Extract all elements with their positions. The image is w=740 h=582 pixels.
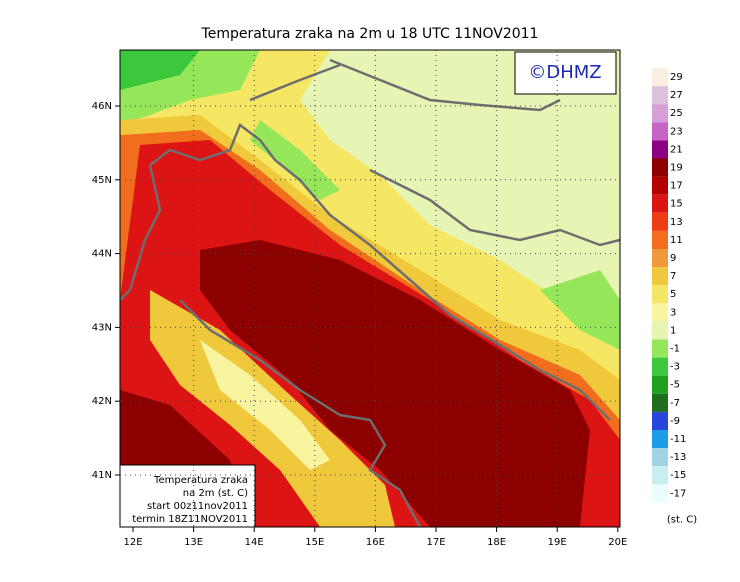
colorbar-label: -3 [670, 362, 680, 373]
colorbar-box [652, 430, 668, 449]
colorbar-label: 7 [670, 271, 676, 282]
y-label: 42N [92, 396, 112, 407]
y-label: 44N [92, 249, 112, 260]
colorbar-box [652, 393, 668, 412]
colorbar-box [652, 212, 668, 231]
colorbar-unit: (st. C) [667, 514, 697, 525]
colorbar-label: 29 [670, 72, 683, 83]
colorbar-label: 1 [670, 325, 676, 336]
y-label: 43N [92, 322, 112, 333]
colorbar-box [652, 448, 668, 467]
colorbar-label: 15 [670, 199, 683, 210]
colorbar-label: 9 [670, 253, 676, 264]
colorbar-label: -5 [670, 380, 680, 391]
colorbar-label: -15 [670, 470, 686, 481]
x-label: 20E [608, 537, 627, 548]
x-label: 18E [487, 537, 506, 548]
colorbar-label: -1 [670, 344, 680, 355]
colorbar-label: 3 [670, 307, 676, 318]
colorbar-box [652, 285, 668, 304]
colorbar-label: -11 [670, 434, 686, 445]
colorbar-box [652, 194, 668, 213]
colorbar-label: 21 [670, 144, 683, 155]
colorbar-box [652, 339, 668, 358]
colorbar-label: 13 [670, 217, 683, 228]
colorbar-label: 27 [670, 90, 683, 101]
colorbar-box [652, 321, 668, 340]
colorbar-label: 23 [670, 126, 683, 137]
y-label: 45N [92, 175, 112, 186]
colorbar-label: 19 [670, 163, 683, 174]
info-line: Temperatura zraka [153, 475, 248, 486]
colorbar-box [652, 140, 668, 159]
colorbar-box [652, 375, 668, 394]
x-label: 15E [305, 537, 324, 548]
x-label: 17E [426, 537, 445, 548]
colorbar-box [652, 267, 668, 286]
y-label: 46N [92, 101, 112, 112]
x-label: 19E [548, 537, 567, 548]
colorbar-box [652, 158, 668, 177]
colorbar-box [652, 303, 668, 322]
colorbar-box [652, 86, 668, 105]
title: Temperatura zraka na 2m u 18 UTC 11NOV20… [201, 26, 539, 42]
info-line: termin 18Z11NOV2011 [132, 514, 248, 525]
colorbar-box [652, 357, 668, 376]
temperature-field [120, 50, 620, 527]
colorbar-label: 25 [670, 108, 683, 119]
colorbar-label: 17 [670, 181, 683, 192]
colorbar-box [652, 176, 668, 195]
colorbar-box [652, 104, 668, 123]
x-label: 12E [123, 537, 142, 548]
info-line: start 00z11nov2011 [147, 501, 248, 512]
logo: ©DHMZ [528, 62, 601, 83]
colorbar-label: -17 [670, 488, 686, 499]
x-label: 16E [366, 537, 385, 548]
colorbar-label: -9 [670, 416, 680, 427]
colorbar-box [652, 249, 668, 268]
x-label: 13E [184, 537, 203, 548]
colorbar-label: 5 [670, 289, 676, 300]
colorbar-label: 11 [670, 235, 683, 246]
colorbar-box [652, 466, 668, 485]
y-label: 41N [92, 470, 112, 481]
colorbar-label: -7 [670, 398, 680, 409]
colorbar-box [652, 230, 668, 249]
info-line: na 2m (st. C) [183, 488, 248, 499]
colorbar-box [652, 68, 668, 87]
colorbar-box [652, 484, 668, 503]
colorbar-box [652, 411, 668, 430]
x-label: 14E [245, 537, 264, 548]
colorbar-label: -13 [670, 452, 686, 463]
colorbar-box [652, 122, 668, 141]
